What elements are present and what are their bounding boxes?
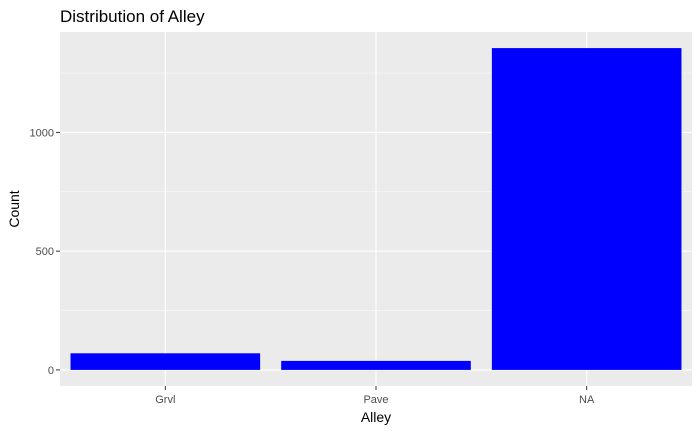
bar-pave <box>281 360 471 370</box>
x-axis: Grvl Pave NA <box>155 386 595 406</box>
x-tick-label: Grvl <box>155 394 175 406</box>
bars <box>70 48 682 370</box>
bar-grvl <box>70 353 261 370</box>
x-tick-label: NA <box>579 394 595 406</box>
x-axis-title: Alley <box>361 409 391 425</box>
y-tick-label: 500 <box>36 246 54 258</box>
bar-na <box>491 48 682 370</box>
x-tick-label: Pave <box>363 394 388 406</box>
y-tick-label: 1000 <box>30 127 54 139</box>
y-tick-label: 0 <box>48 365 54 377</box>
chart-title: Distribution of Alley <box>60 7 205 26</box>
y-axis: 0 500 1000 <box>30 127 60 377</box>
y-axis-title: Count <box>6 190 22 227</box>
